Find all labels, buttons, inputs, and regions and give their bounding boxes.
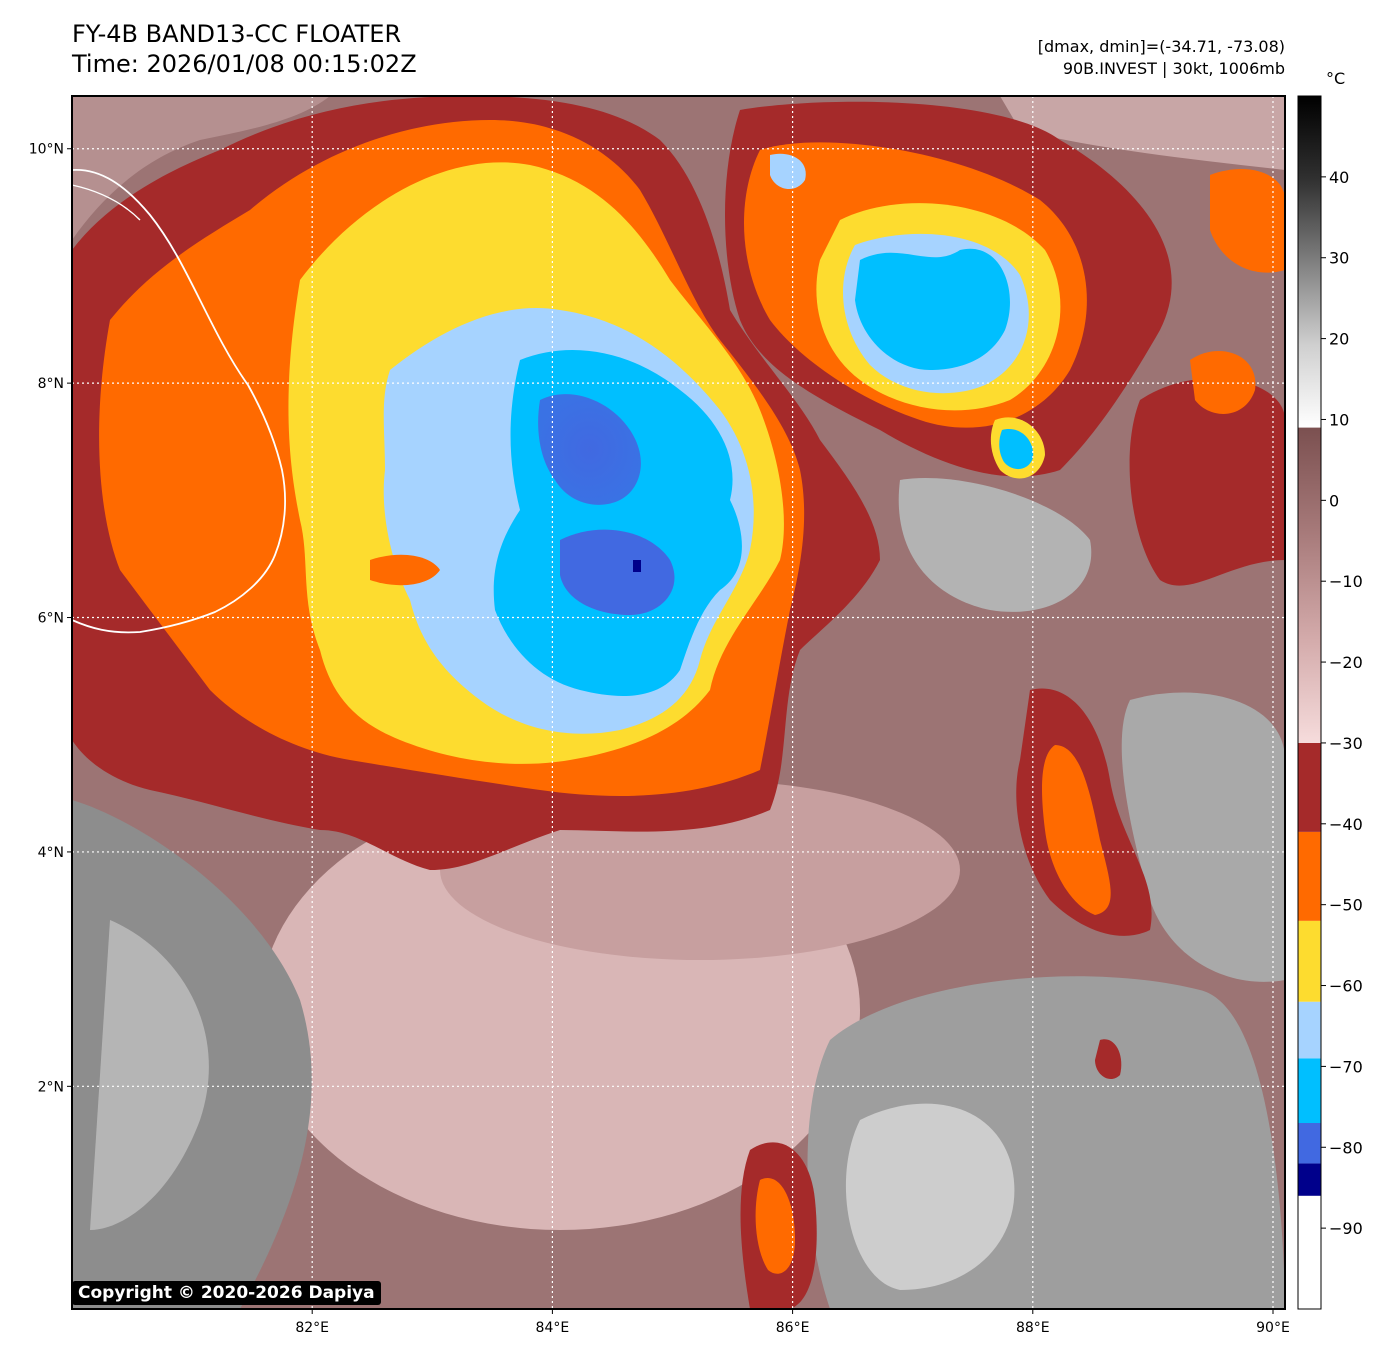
storm-info: 90B.INVEST | 30kt, 1006mb — [1062, 59, 1285, 78]
lon-tick-label-3: 88°E — [1016, 1320, 1050, 1336]
convection-east-mid — [1042, 745, 1111, 915]
colorbar-label-11: −70 — [1329, 1057, 1363, 1076]
convection-far-east-mid — [1190, 351, 1256, 414]
ne-small-cell-core — [999, 429, 1034, 470]
grey-region-east-2 — [898, 478, 1092, 612]
lat-tick-label-2: 6°N — [38, 611, 64, 627]
observation-time: Time: 2026/01/08 00:15:02Z — [72, 50, 417, 78]
colorbar-label-13: −90 — [1329, 1219, 1363, 1238]
colorbar-unit: °C — [1326, 69, 1345, 88]
colorbar-frame — [1297, 95, 1322, 1310]
colorbar-label-3: 10 — [1329, 410, 1349, 429]
colorbar-label-6: −20 — [1329, 653, 1363, 672]
coastline — [71, 169, 286, 634]
latitude-axis: 2°N 4°N 6°N 8°N 10°N — [29, 142, 72, 1095]
grey-region-southeast-light — [845, 1103, 1015, 1290]
figure-title: FY-4B BAND13-CC FLOATER — [72, 20, 402, 48]
pink-region-northeast — [1000, 96, 1285, 170]
colorbar-label-10: −60 — [1329, 977, 1363, 996]
grey-region-southwest-light — [90, 920, 209, 1230]
convection-south-mid — [755, 1178, 795, 1274]
map-frame — [71, 95, 1286, 1310]
lon-tick-label-4: 90°E — [1256, 1320, 1290, 1336]
colorbar-label-8: −40 — [1329, 815, 1363, 834]
gridlines — [72, 96, 1285, 1309]
lon-tick-label-1: 84°E — [536, 1320, 570, 1336]
colorbar-band-5 — [1298, 920, 1321, 1002]
colorbar-band-4 — [1298, 1001, 1321, 1059]
copyright-notice: Copyright © 2020-2026 Dapiya — [72, 1281, 381, 1305]
lon-tick-label-2: 86°E — [776, 1320, 810, 1336]
colorbar-band-7 — [1298, 742, 1321, 832]
colorbar-band-8 — [1298, 427, 1321, 743]
colorbar-label-2: 20 — [1329, 330, 1349, 349]
lat-tick-label-1: 4°N — [38, 845, 64, 861]
pink-region-northwest — [72, 96, 330, 240]
colorbar-label-9: −50 — [1329, 896, 1363, 915]
convection-ne-corner — [1210, 169, 1285, 273]
colorbar-band-0 — [1298, 1195, 1321, 1309]
colorbar-band-2 — [1298, 1123, 1321, 1164]
colorbar-band-3 — [1298, 1058, 1321, 1124]
colorbar-band-1 — [1298, 1163, 1321, 1196]
coldest-pixel — [633, 560, 641, 572]
colorbar-label-0: 40 — [1329, 168, 1349, 187]
convection-far-east-outer — [1129, 378, 1285, 586]
lon-tick-label-0: 82°E — [295, 1320, 329, 1336]
dmax-dmin-readout: [dmax, dmin]=(-34.71, -73.08) — [1037, 37, 1285, 56]
cold-core-south — [560, 529, 675, 615]
colorbar-label-5: −10 — [1329, 572, 1363, 591]
colorbar: 40 30 20 10 0 −10 −20 −30 −40 −50 −60 −70 −80 −90 °C — [1297, 69, 1363, 1310]
convection-spot-se — [1095, 1039, 1122, 1080]
coastline-detail — [71, 184, 141, 221]
cold-core-north — [538, 394, 641, 505]
warm-band-inner — [370, 554, 440, 586]
colorbar-band-9 — [1298, 96, 1321, 428]
ne-north-spot — [770, 153, 806, 190]
colorbar-label-7: −30 — [1329, 734, 1363, 753]
imagery-layer — [72, 96, 1285, 1309]
ne-system-core — [855, 248, 1010, 370]
colorbar-label-12: −80 — [1329, 1138, 1363, 1157]
colorbar-label-4: 0 — [1329, 491, 1339, 510]
lat-tick-label-0: 2°N — [38, 1079, 64, 1095]
lat-tick-label-4: 10°N — [29, 142, 64, 158]
lat-tick-label-3: 8°N — [38, 376, 64, 392]
grey-region-east — [1121, 692, 1285, 982]
longitude-axis: 82°E 84°E 86°E 88°E 90°E — [295, 1309, 1290, 1336]
colorbar-band-6 — [1298, 831, 1321, 921]
colorbar-label-1: 30 — [1329, 249, 1349, 268]
